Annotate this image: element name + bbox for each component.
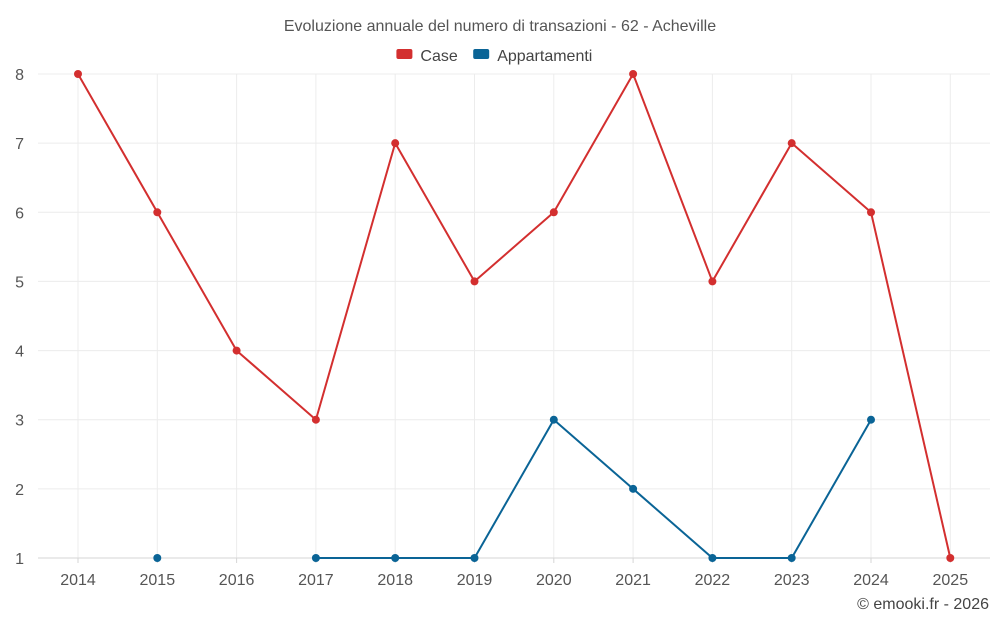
x-tick-label: 2015: [140, 572, 176, 589]
y-tick-label: 3: [15, 413, 24, 430]
x-tick-label: 2022: [695, 572, 731, 589]
series: [74, 70, 955, 562]
x-tick-label: 2025: [933, 572, 969, 589]
data-point-appartamenti[interactable]: [549, 415, 558, 424]
legend-swatch: [473, 49, 490, 59]
legend-swatch: [396, 49, 413, 59]
x-tick-label: 2018: [377, 572, 413, 589]
y-tick-label: 2: [15, 482, 24, 499]
x-tick-label: 2021: [615, 572, 651, 589]
y-tick-label: 4: [15, 344, 24, 361]
legend[interactable]: Case Appartamenti: [396, 48, 592, 65]
y-tick-label: 8: [15, 67, 24, 84]
data-point-appartamenti[interactable]: [787, 554, 796, 562]
data-point-case[interactable]: [470, 277, 479, 286]
data-point-appartamenti[interactable]: [708, 554, 717, 562]
data-point-case[interactable]: [946, 554, 955, 562]
data-point-appartamenti[interactable]: [391, 554, 400, 562]
x-tick-label: 2020: [536, 572, 572, 589]
data-point-case[interactable]: [787, 139, 796, 148]
data-point-case[interactable]: [549, 208, 558, 217]
data-point-appartamenti[interactable]: [867, 415, 875, 424]
data-point-case[interactable]: [867, 208, 875, 217]
y-tick-label: 1: [15, 551, 24, 568]
y-tick-label: 7: [15, 136, 24, 153]
x-tick-label: 2024: [853, 572, 889, 589]
x-tick-label: 2016: [219, 572, 255, 589]
data-point-case[interactable]: [153, 208, 162, 217]
data-point-case[interactable]: [311, 415, 320, 424]
data-point-appartamenti[interactable]: [470, 554, 479, 562]
grid: [38, 73, 990, 558]
data-point-appartamenti[interactable]: [153, 554, 162, 562]
data-point-case[interactable]: [629, 70, 638, 78]
series-line-appartamenti: [315, 418, 872, 559]
x-tick-label: 2014: [60, 572, 96, 589]
data-point-appartamenti[interactable]: [629, 484, 638, 493]
chart-title: Evoluzione annuale del numero di transaz…: [284, 18, 716, 35]
data-point-case[interactable]: [232, 346, 241, 355]
data-point-case[interactable]: [391, 139, 400, 148]
y-tick-label: 6: [15, 205, 24, 222]
legend-item-case[interactable]: Case: [396, 48, 458, 65]
data-point-case[interactable]: [74, 70, 82, 78]
data-point-case[interactable]: [708, 277, 717, 286]
legend-label: Appartamenti: [497, 48, 592, 65]
x-tick-label: 2023: [774, 572, 810, 589]
legend-item-appartamenti[interactable]: Appartamenti: [473, 48, 592, 65]
y-tick-label: 5: [15, 274, 24, 291]
credit-text: © emooki.fr - 2026: [857, 596, 989, 613]
x-tick-label: 2017: [298, 572, 334, 589]
legend-label: Case: [420, 48, 457, 65]
data-point-appartamenti[interactable]: [311, 554, 320, 562]
x-tick-label: 2019: [457, 572, 493, 589]
axes: 1 2 3 4 5 6 7 8 2014 2015 2016 2017 2018 2019 2020 2021…: [15, 67, 990, 589]
series-line-case: [77, 73, 952, 559]
